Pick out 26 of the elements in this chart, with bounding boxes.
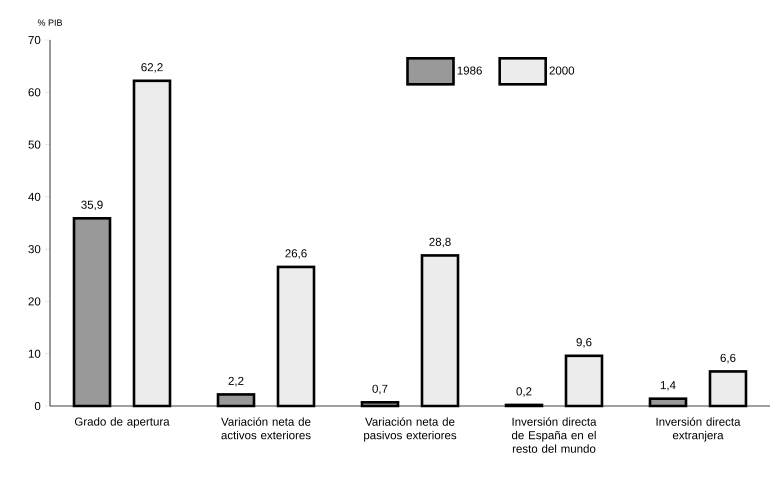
legend-label: 2000 [550,66,574,75]
data-label: 26,6 [285,249,307,259]
data-label: 0,2 [516,387,532,397]
y-tick-label: 60 [28,88,40,96]
data-label: 28,8 [429,238,451,248]
x-tick-label: Inversión directa extranjera [656,417,740,442]
x-tick-label: Variación neta de activos exteriores [221,417,311,440]
data-label: 6,6 [720,354,736,364]
y-tick-label: 70 [28,36,40,44]
data-label: 35,9 [81,200,103,210]
data-label: 1,4 [660,381,676,391]
data-label: 62,2 [141,63,163,73]
y-tick-label: 30 [28,245,40,254]
x-tick-label: Inversión directa de España en el resto del mundo [512,417,596,453]
data-label: 9,6 [576,338,592,348]
y-tick-label: 10 [28,350,40,358]
data-label: 2,2 [228,376,244,386]
x-tick-label: Variación neta de pasivos exteriores [364,417,456,442]
y-tick-label: 40 [28,192,40,201]
y-axis-title: % PIB [38,19,62,26]
x-tick-label: Grado de apertura [74,417,170,428]
legend-label: 1986 [458,66,482,75]
data-label: 0,7 [372,384,388,394]
y-tick-label: 0 [34,402,40,410]
y-tick-label: 50 [28,140,40,149]
y-tick-label: 20 [28,297,40,306]
